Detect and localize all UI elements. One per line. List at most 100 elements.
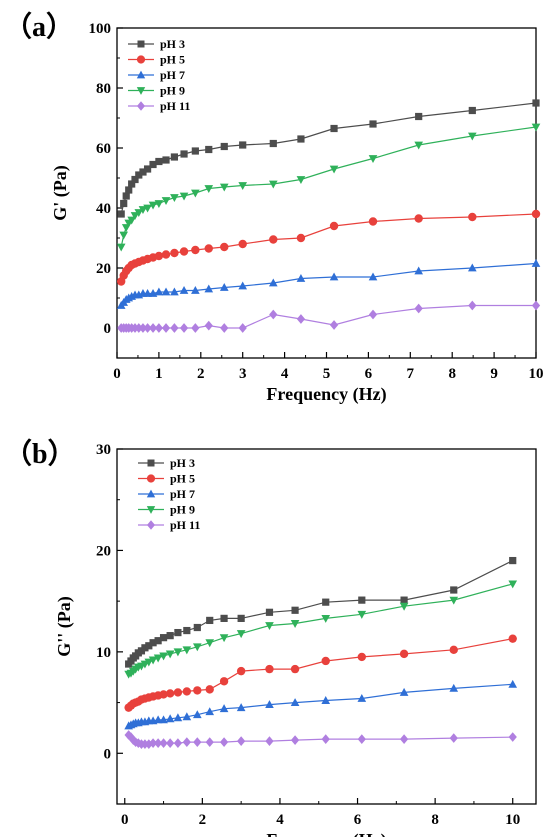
data-point — [468, 300, 477, 311]
data-point — [174, 628, 182, 637]
data-point — [238, 239, 247, 249]
y-tick-label: 100 — [89, 21, 112, 37]
data-point — [205, 707, 215, 716]
data-point — [220, 614, 228, 622]
data-point — [269, 235, 278, 244]
data-point — [238, 323, 247, 333]
x-axis-title: Frequency (Hz) — [266, 830, 386, 837]
legend-marker — [146, 489, 156, 498]
legend: pH 3 pH 5pH 7 pH 9pH 11 — [128, 37, 190, 113]
data-point — [191, 286, 200, 294]
data-point — [193, 686, 202, 695]
x-tick-label: 4 — [281, 366, 289, 382]
data-point — [468, 106, 476, 115]
data-point — [153, 715, 163, 724]
data-point — [414, 266, 423, 275]
data-point — [143, 289, 152, 297]
data-point — [134, 323, 143, 333]
data-point — [297, 135, 305, 143]
series-line — [120, 126, 537, 248]
data-point — [449, 596, 459, 605]
data-point — [161, 323, 171, 333]
data-point — [149, 160, 157, 169]
data-point — [148, 323, 158, 333]
data-point — [182, 646, 192, 655]
x-tick-label: 8 — [431, 812, 439, 828]
data-point — [173, 738, 183, 749]
data-point — [128, 180, 136, 188]
data-point — [238, 281, 248, 290]
legend-marker — [146, 506, 156, 514]
data-point — [296, 314, 306, 324]
data-point — [117, 210, 125, 218]
data-point — [321, 734, 330, 744]
data-point — [509, 556, 517, 565]
data-point — [179, 247, 189, 256]
data-point — [170, 248, 179, 258]
x-tick-label: 1 — [155, 366, 163, 382]
data-point — [159, 652, 168, 661]
data-point — [159, 715, 168, 724]
data-point — [468, 212, 477, 222]
data-point — [321, 614, 331, 623]
x-tick-label: 2 — [197, 366, 205, 382]
series-ph-9 — [116, 123, 541, 252]
data-point — [153, 738, 163, 749]
legend-label: pH 7 — [170, 487, 195, 501]
data-point — [139, 168, 147, 176]
data-point — [531, 259, 541, 267]
y-tick-label: 20 — [96, 261, 111, 277]
data-point — [531, 300, 541, 311]
data-point — [357, 652, 367, 662]
data-point — [449, 645, 458, 655]
y-tick-label: 40 — [96, 201, 111, 217]
data-point — [508, 732, 517, 742]
data-point — [154, 637, 162, 645]
data-point — [149, 639, 157, 647]
legend-label: pH 3 — [170, 456, 195, 470]
data-point — [192, 643, 202, 652]
series-ph-3 — [125, 556, 517, 668]
legend-label: pH 7 — [160, 68, 185, 82]
data-point — [165, 650, 175, 659]
data-point — [134, 209, 144, 217]
data-point — [170, 153, 179, 161]
legend-label: pH 5 — [170, 472, 195, 486]
data-point — [161, 287, 171, 296]
series-ph-9 — [124, 580, 518, 679]
legend-marker — [136, 55, 146, 64]
legend-marker — [136, 87, 146, 95]
data-point — [369, 120, 377, 128]
x-axis-title: Frequency (Hz) — [266, 384, 386, 405]
data-point — [138, 206, 148, 214]
plot-frame — [116, 448, 537, 805]
data-point — [329, 165, 339, 174]
data-point — [357, 610, 367, 619]
x-tick-label: 0 — [113, 366, 121, 382]
data-point — [296, 274, 306, 282]
legend-label: pH 11 — [170, 518, 200, 532]
data-point — [329, 221, 339, 231]
data-point — [166, 738, 175, 749]
data-point — [269, 309, 278, 320]
legend-label: pH 3 — [160, 37, 185, 51]
data-point — [268, 278, 278, 287]
data-point — [159, 690, 168, 699]
data-point — [191, 245, 200, 255]
data-point — [204, 185, 214, 193]
y-tick-label: 30 — [96, 442, 111, 458]
y-tick-label: 60 — [96, 141, 111, 157]
data-point — [182, 687, 192, 696]
panel-b-chart: （b） 0 2 4 6 8 10 0 10 20 30 Frequency (Hz) G'' (Pa) p… — [4, 437, 537, 837]
panel-label: （b） — [4, 437, 76, 470]
data-point — [161, 250, 171, 259]
y-tick-label: 10 — [96, 645, 111, 661]
data-point — [155, 157, 163, 166]
data-point — [192, 710, 202, 719]
data-point — [138, 323, 148, 333]
data-point — [508, 634, 517, 643]
x-tick-label: 10 — [505, 812, 520, 828]
data-point — [130, 212, 140, 220]
data-point — [296, 233, 306, 243]
data-point — [238, 182, 248, 190]
